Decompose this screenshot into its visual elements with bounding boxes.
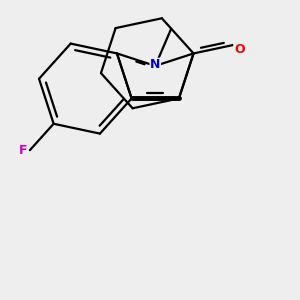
Text: O: O	[234, 43, 244, 56]
Text: F: F	[19, 144, 28, 157]
Text: N: N	[150, 58, 160, 71]
